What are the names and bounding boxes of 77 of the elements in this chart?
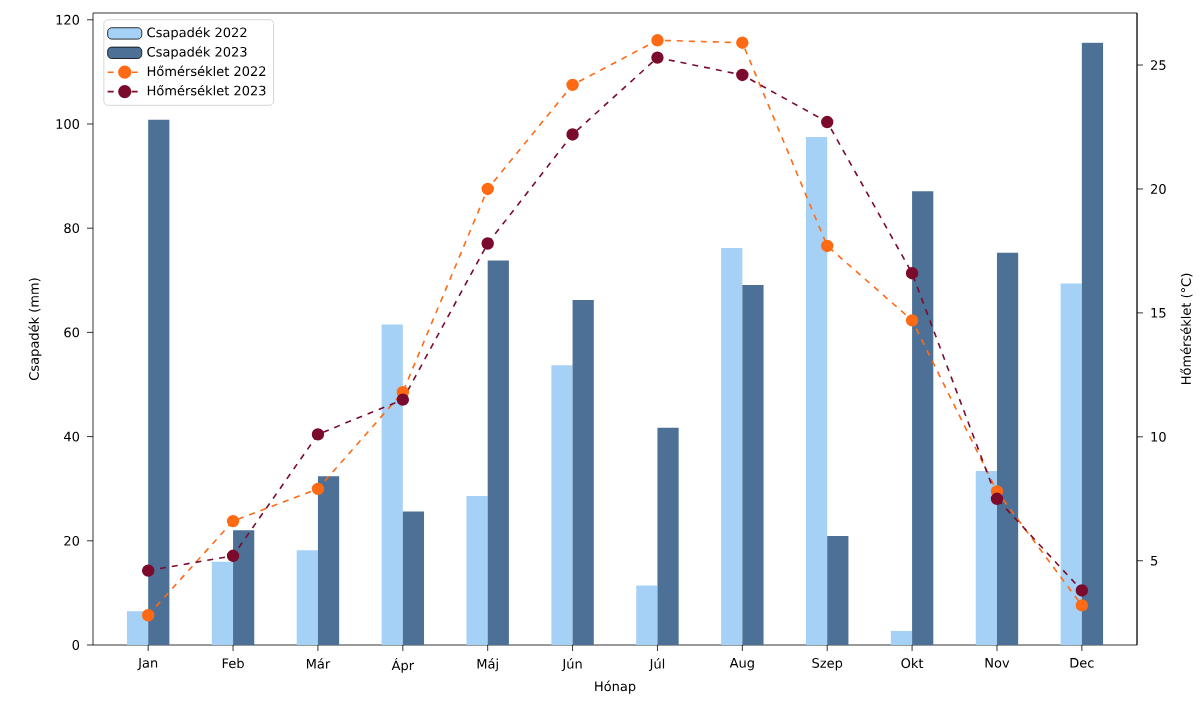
legend-label: Hőmérséklet 2023 (147, 84, 266, 96)
bar (402, 511, 425, 645)
y-tick-label: 100 (56, 119, 80, 129)
bar (805, 137, 828, 645)
x-tick-label: Okt (901, 658, 924, 669)
point (141, 564, 155, 577)
point (311, 428, 325, 441)
point (651, 51, 664, 64)
y2-tick-label: 5 (1151, 555, 1158, 566)
x-tick-label: Jan (137, 658, 158, 671)
x-tick-label: Aug (729, 658, 754, 671)
point (1075, 584, 1089, 597)
point (226, 549, 240, 562)
x-tick-label: Szep (812, 658, 843, 671)
point (481, 237, 494, 250)
legend-label: Csapadék 2022 (147, 26, 247, 40)
x-tick-label: Jún (561, 658, 582, 672)
y-tick-label: 120 (56, 14, 80, 25)
bar (912, 191, 934, 645)
point (311, 482, 325, 496)
y-tick-label: 60 (64, 327, 80, 338)
legend-label: Csapadék 2023 (147, 46, 247, 60)
point (226, 514, 240, 528)
point (736, 68, 749, 82)
bar (211, 561, 234, 645)
y-tick-label: 40 (64, 431, 80, 442)
bar (466, 495, 488, 645)
bar (126, 611, 149, 645)
x-tick-label: Már (306, 658, 331, 669)
y-tick-label: 20 (64, 535, 80, 546)
bar (381, 324, 403, 645)
bar (148, 119, 170, 645)
point (566, 128, 579, 141)
point (566, 78, 579, 92)
bar (890, 630, 913, 645)
bar (636, 585, 658, 645)
x-tick-label: Júl (648, 658, 665, 672)
bar (296, 550, 318, 645)
point (821, 115, 834, 129)
bar (317, 476, 340, 645)
x-tick-label: Feb (222, 658, 244, 669)
point (651, 34, 664, 47)
legend-label: Hőmérséklet 2022 (147, 65, 266, 77)
bar (657, 427, 679, 645)
x-tick-label: Ápr (391, 658, 415, 673)
y2-tick-label: 20 (1151, 184, 1166, 194)
bar (996, 252, 1019, 645)
point (905, 314, 919, 327)
bar (572, 300, 594, 645)
bar (551, 365, 573, 645)
point (396, 393, 410, 406)
y-tick-label: 0 (72, 640, 80, 650)
point (821, 239, 834, 253)
y2-axis-title: Hőmérséklet (°C) (1180, 273, 1193, 385)
point (481, 182, 494, 196)
y-axis-title: Csapadék (mm) (28, 278, 42, 380)
bar (742, 284, 764, 645)
point (1075, 599, 1089, 612)
x-axis-title: Hónap (595, 680, 636, 694)
point (736, 36, 749, 49)
bar (827, 536, 849, 645)
y-tick-label: 80 (64, 223, 80, 234)
point (905, 267, 919, 280)
bar (487, 260, 509, 645)
y2-tick-label: 25 (1151, 60, 1166, 70)
x-tick-label: Nov (985, 658, 1010, 668)
bar (721, 247, 743, 645)
bar (1060, 283, 1082, 645)
y2-tick-label: 10 (1151, 431, 1166, 442)
x-tick-label: Máj (477, 658, 498, 672)
x-tick-label: Dec (1070, 658, 1094, 668)
bar (1081, 42, 1104, 645)
bar (975, 470, 997, 645)
y2-tick-label: 15 (1151, 308, 1166, 318)
point (990, 492, 1004, 505)
bar (233, 530, 255, 645)
point (141, 609, 155, 622)
